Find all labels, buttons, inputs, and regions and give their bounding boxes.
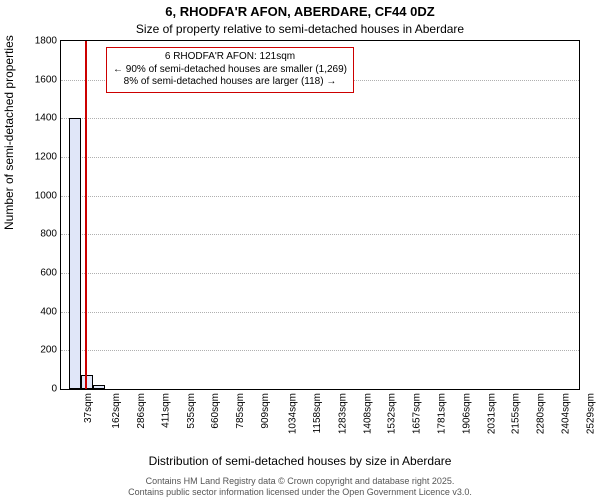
y-tick-label: 1400 [22, 113, 57, 124]
footer-line1: Contains HM Land Registry data © Crown c… [0, 476, 600, 487]
x-tick-label: 535sqm [185, 393, 186, 429]
y-tick-label: 600 [22, 268, 57, 279]
annotation-line3: 8% of semi-detached houses are larger (1… [113, 76, 347, 89]
histogram-bar [69, 118, 81, 389]
chart-title: 6, RHODFA'R AFON, ABERDARE, CF44 0DZ [0, 4, 600, 19]
gridline [61, 118, 579, 119]
footer-line2: Contains public sector information licen… [0, 487, 600, 498]
y-axis-label: Number of semi-detached properties [2, 35, 16, 230]
y-tick-label: 400 [22, 306, 57, 317]
x-tick-label: 2031sqm [486, 393, 487, 434]
y-tick-label: 1600 [22, 74, 57, 85]
gridline [61, 273, 579, 274]
y-tick-label: 800 [22, 229, 57, 240]
x-axis-label: Distribution of semi-detached houses by … [0, 454, 600, 468]
x-tick-label: 1283sqm [337, 393, 338, 434]
y-tick-label: 0 [22, 384, 57, 395]
x-tick-label: 37sqm [83, 393, 84, 423]
x-tick-label: 2155sqm [511, 393, 512, 434]
annotation-line2: ← 90% of semi-detached houses are smalle… [113, 64, 347, 77]
x-tick-label: 785sqm [235, 393, 236, 429]
annotation-box: 6 RHODFA'R AFON: 121sqm ← 90% of semi-de… [106, 47, 354, 93]
x-tick-label: 1657sqm [412, 393, 413, 434]
x-tick-label: 1781sqm [436, 393, 437, 434]
chart-container: 6, RHODFA'R AFON, ABERDARE, CF44 0DZ Siz… [0, 0, 600, 500]
x-tick-label: 660sqm [210, 393, 211, 429]
y-tick-label: 1200 [22, 152, 57, 163]
histogram-bar [93, 385, 105, 389]
gridline [61, 234, 579, 235]
x-tick-label: 411sqm [160, 393, 161, 428]
x-tick-label: 2404sqm [561, 393, 562, 434]
highlight-line [85, 41, 87, 389]
gridline [61, 196, 579, 197]
x-tick-label: 1158sqm [312, 393, 313, 433]
annotation-line1: 6 RHODFA'R AFON: 121sqm [113, 51, 347, 64]
y-tick-label: 1000 [22, 190, 57, 201]
x-tick-label: 162sqm [111, 393, 112, 429]
x-tick-label: 2529sqm [585, 393, 586, 434]
x-tick-label: 1906sqm [461, 393, 462, 434]
y-tick-label: 1800 [22, 36, 57, 47]
gridline [61, 312, 579, 313]
x-tick-label: 1408sqm [362, 393, 363, 434]
gridline [61, 157, 579, 158]
x-tick-label: 2280sqm [536, 393, 537, 434]
x-tick-label: 286sqm [136, 393, 137, 429]
plot-area: 6 RHODFA'R AFON: 121sqm ← 90% of semi-de… [60, 40, 580, 390]
chart-subtitle: Size of property relative to semi-detach… [0, 22, 600, 36]
x-tick-label: 1532sqm [387, 393, 388, 434]
y-tick-label: 200 [22, 345, 57, 356]
x-tick-label: 909sqm [260, 393, 261, 429]
x-tick-label: 1034sqm [288, 393, 289, 434]
chart-footer: Contains HM Land Registry data © Crown c… [0, 476, 600, 498]
gridline [61, 350, 579, 351]
